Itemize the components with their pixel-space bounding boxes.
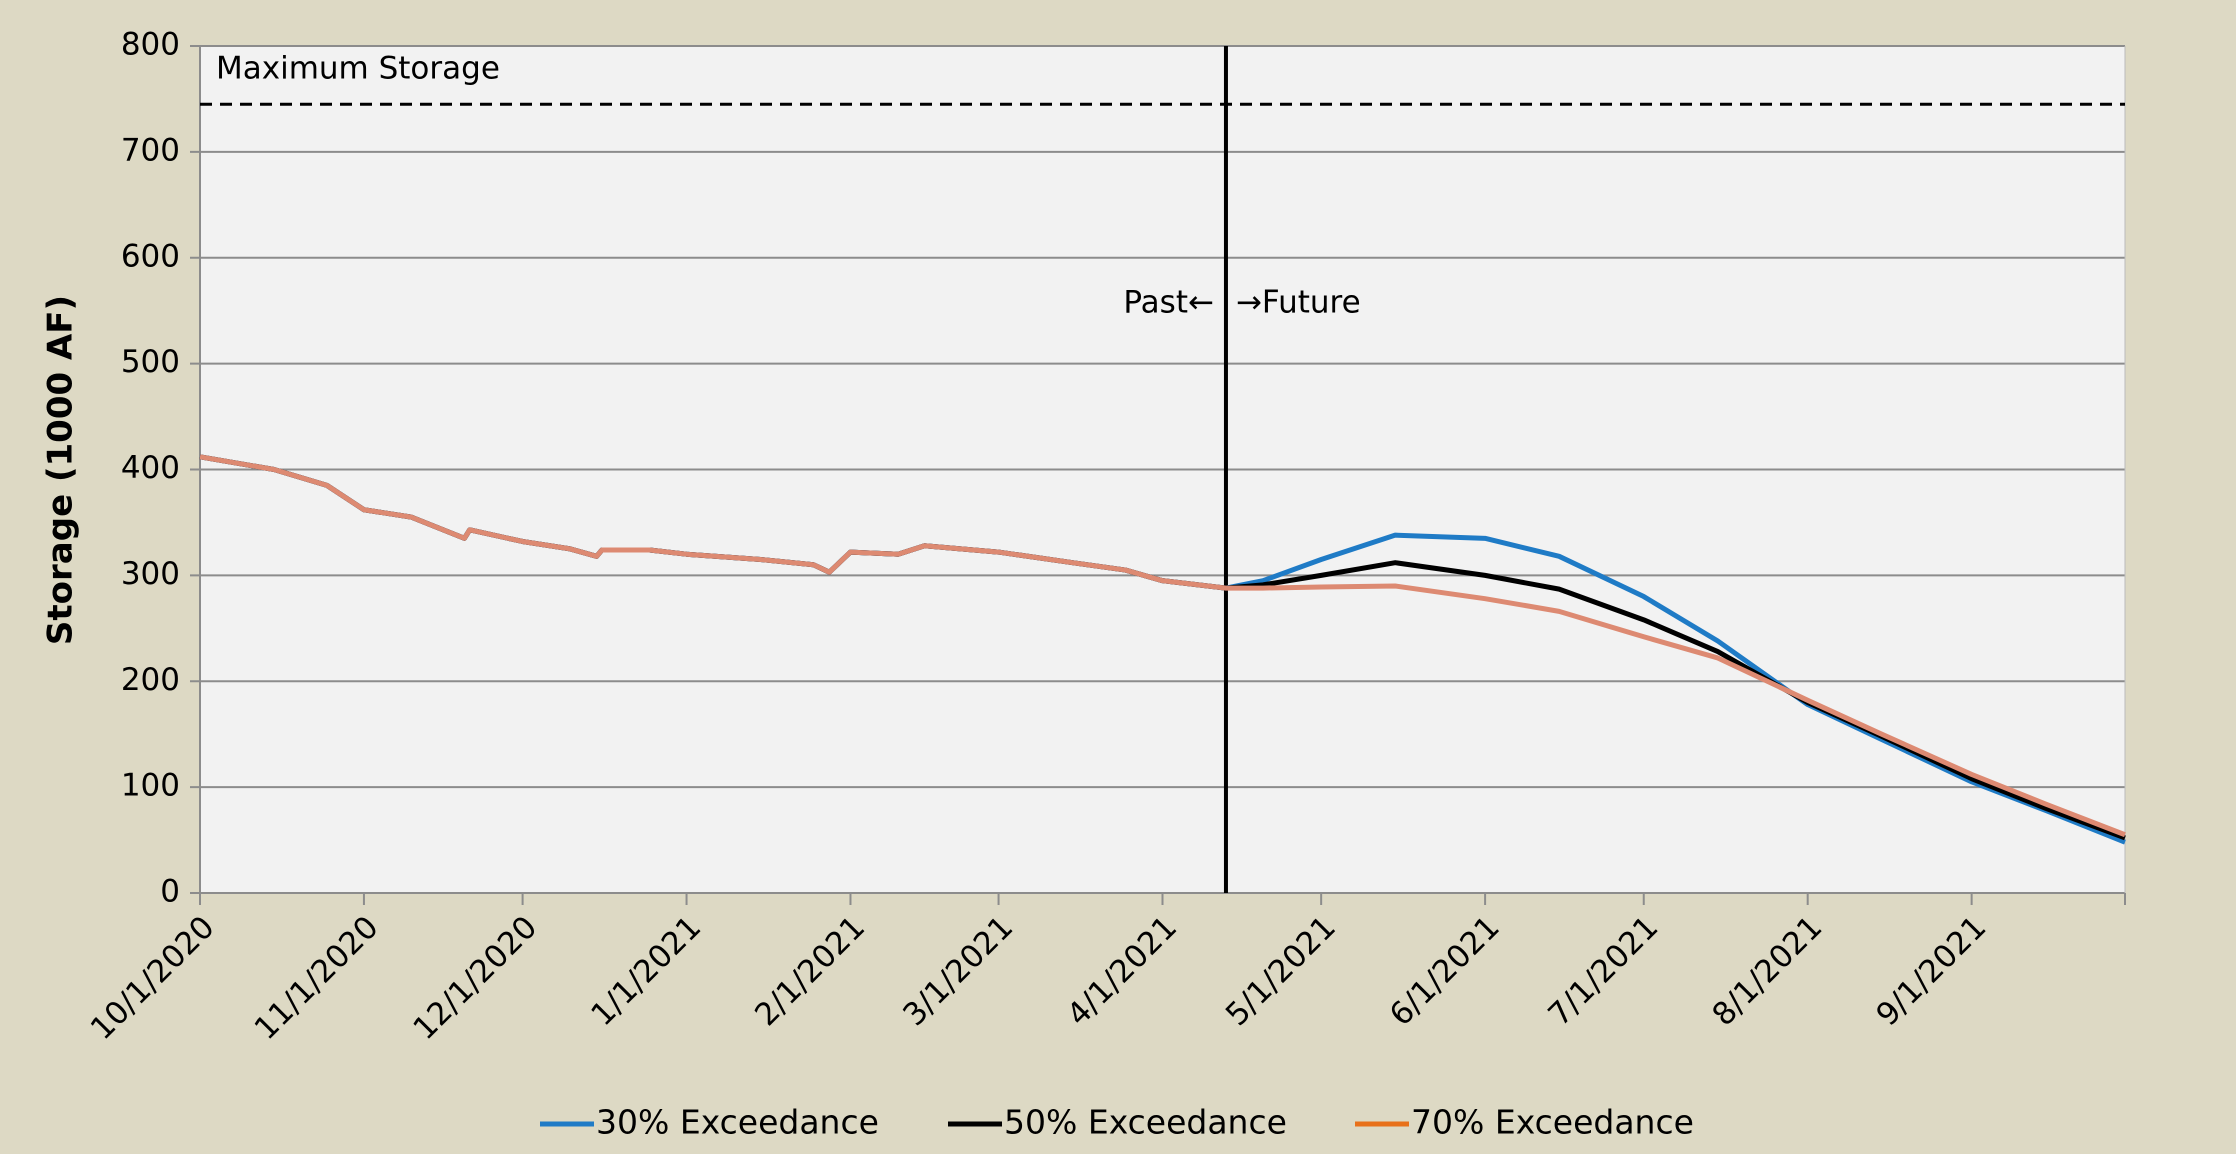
y-tick-label: 400 [121,450,180,486]
y-tick-label: 200 [121,662,180,698]
y-tick-label: 100 [121,768,180,804]
series-line [199,454,2126,838]
divider-left-label: Past← [1123,285,1214,321]
y-tick-label: 0 [160,874,180,910]
max-storage-label: Maximum Storage [216,51,500,87]
y-axis-label: Storage (1000 AF) [41,295,81,645]
legend-text: 30% Exceedance [596,1103,879,1142]
y-tick-label: 300 [121,556,180,592]
y-tick-label: 600 [121,238,180,274]
legend-text: 50% Exceedance [1004,1103,1287,1142]
y-tick-label: 700 [121,132,180,168]
divider-right-label: →Future [1236,285,1361,321]
y-tick-label: 500 [121,344,180,380]
y-tick-label: 800 [121,27,180,63]
legend-text: 70% Exceedance [1411,1103,1694,1142]
